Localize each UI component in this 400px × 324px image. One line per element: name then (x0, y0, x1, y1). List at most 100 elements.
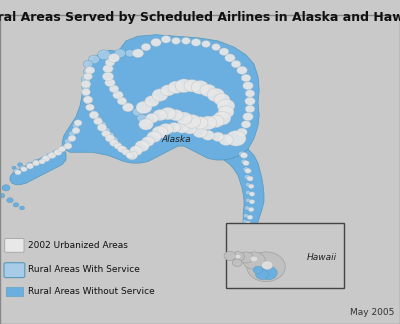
Circle shape (248, 207, 254, 212)
Circle shape (235, 254, 241, 259)
Circle shape (245, 90, 255, 97)
Circle shape (105, 79, 115, 87)
Circle shape (114, 143, 122, 149)
Circle shape (253, 246, 259, 250)
Circle shape (117, 98, 127, 105)
Circle shape (192, 117, 208, 129)
Circle shape (132, 49, 144, 58)
Circle shape (54, 149, 62, 156)
Circle shape (191, 80, 209, 94)
Circle shape (207, 88, 225, 102)
Circle shape (135, 141, 149, 152)
Circle shape (18, 163, 22, 167)
Circle shape (98, 121, 106, 128)
Circle shape (27, 162, 33, 167)
Circle shape (109, 85, 119, 93)
Circle shape (245, 198, 251, 202)
FancyBboxPatch shape (5, 238, 24, 252)
Circle shape (139, 119, 153, 130)
Circle shape (237, 66, 247, 74)
FancyBboxPatch shape (4, 263, 25, 278)
Circle shape (13, 169, 19, 173)
Circle shape (114, 49, 126, 58)
Circle shape (68, 135, 76, 142)
Circle shape (88, 55, 100, 64)
Circle shape (262, 261, 273, 270)
Circle shape (82, 88, 90, 95)
Circle shape (126, 152, 134, 158)
Circle shape (243, 167, 249, 172)
Circle shape (53, 150, 59, 155)
Circle shape (202, 40, 210, 47)
Bar (226, 224, 344, 288)
Circle shape (213, 111, 231, 125)
Circle shape (68, 131, 76, 136)
Circle shape (103, 65, 113, 73)
Circle shape (74, 120, 82, 126)
Circle shape (212, 44, 220, 51)
Text: Hawaii: Hawaii (307, 253, 337, 262)
Circle shape (200, 84, 216, 97)
Circle shape (243, 113, 253, 121)
Circle shape (123, 102, 133, 110)
Circle shape (125, 50, 135, 57)
Circle shape (159, 123, 173, 135)
Circle shape (212, 132, 224, 142)
Circle shape (169, 110, 183, 121)
Circle shape (232, 259, 242, 266)
Circle shape (146, 113, 158, 123)
Circle shape (137, 114, 147, 122)
Circle shape (184, 80, 200, 92)
Circle shape (199, 116, 217, 130)
Circle shape (86, 104, 94, 111)
Circle shape (232, 252, 244, 261)
Text: Rural Areas With Service: Rural Areas With Service (28, 265, 140, 274)
Circle shape (118, 96, 126, 103)
Circle shape (241, 159, 247, 164)
Circle shape (168, 81, 184, 94)
Circle shape (122, 103, 134, 112)
Polygon shape (10, 149, 66, 185)
Circle shape (243, 252, 265, 269)
Circle shape (219, 134, 233, 145)
Circle shape (102, 72, 114, 81)
Circle shape (39, 159, 45, 164)
Circle shape (175, 79, 193, 93)
Bar (6, 287, 23, 296)
Circle shape (249, 200, 255, 204)
Circle shape (225, 54, 235, 62)
Circle shape (12, 166, 16, 169)
Circle shape (0, 193, 5, 198)
Circle shape (64, 139, 72, 144)
Circle shape (81, 76, 91, 83)
Circle shape (245, 183, 251, 187)
Circle shape (184, 124, 196, 134)
Circle shape (240, 153, 248, 158)
Circle shape (193, 127, 207, 138)
Circle shape (141, 43, 151, 51)
Circle shape (161, 36, 171, 43)
Circle shape (2, 185, 10, 191)
Circle shape (147, 131, 161, 142)
Circle shape (83, 60, 93, 68)
Circle shape (94, 116, 102, 123)
Circle shape (120, 146, 128, 152)
Circle shape (47, 153, 53, 158)
Text: May 2005: May 2005 (350, 308, 394, 317)
Circle shape (249, 192, 255, 196)
Circle shape (247, 252, 285, 282)
Circle shape (41, 156, 47, 161)
Circle shape (172, 38, 180, 44)
Circle shape (256, 239, 263, 245)
Circle shape (141, 119, 151, 127)
Text: Rural Areas Without Service: Rural Areas Without Service (28, 287, 155, 296)
Circle shape (231, 60, 241, 68)
Circle shape (152, 89, 168, 101)
Circle shape (248, 184, 254, 189)
Circle shape (58, 146, 66, 152)
Circle shape (72, 123, 80, 129)
Circle shape (113, 91, 123, 99)
Circle shape (82, 90, 90, 97)
Circle shape (245, 221, 251, 226)
Circle shape (224, 251, 236, 260)
